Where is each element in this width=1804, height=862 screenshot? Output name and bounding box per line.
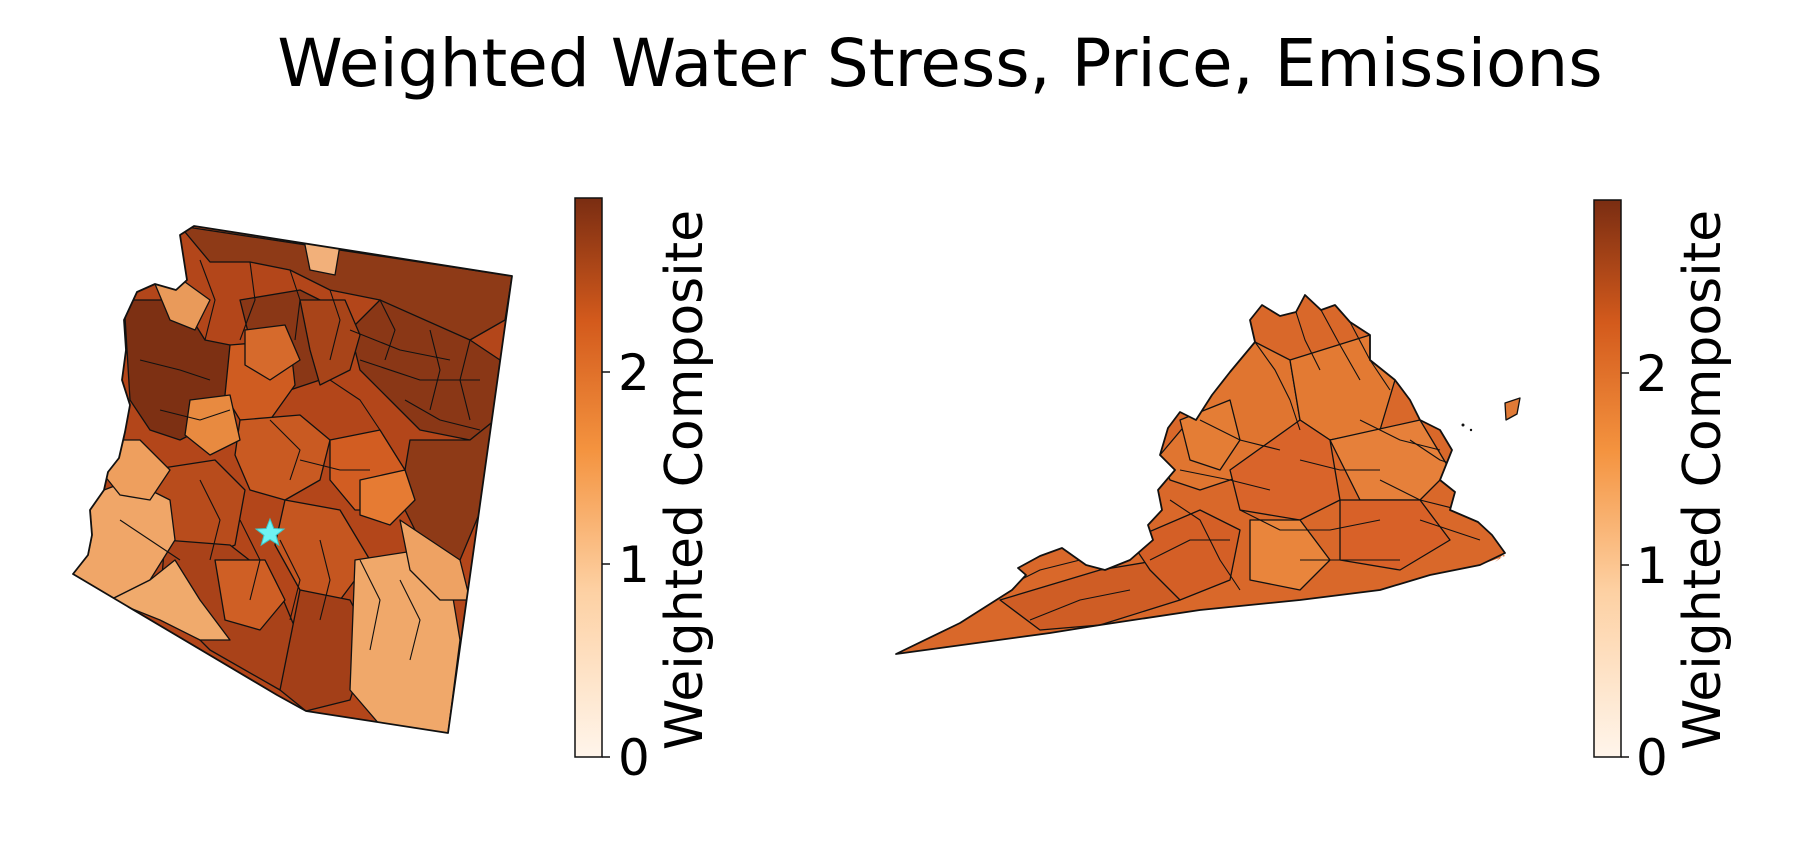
tick-label: 0 — [618, 729, 650, 787]
colorbar-label: Weighted Composite — [655, 210, 715, 750]
watershed — [279, 589, 371, 712]
colorbar-gradient — [574, 197, 603, 758]
state-outline-arizona — [72, 225, 513, 734]
state-outline-virginia — [895, 294, 1506, 655]
eastern-shore — [1504, 397, 1521, 421]
tick-label: 1 — [618, 536, 650, 594]
watershed-boundaries — [119, 259, 481, 661]
colorbar-label: Weighted Composite — [1673, 210, 1733, 750]
colorbar-left: 0 1 2 Weighted Composite — [574, 197, 715, 787]
tick-label: 1 — [1636, 537, 1668, 595]
watershed — [359, 469, 416, 526]
tick-label: 0 — [1636, 729, 1668, 787]
watershed — [1129, 509, 1241, 601]
watershed — [184, 394, 241, 456]
watershed — [299, 299, 361, 386]
tick-label: 2 — [618, 344, 650, 402]
watershed — [214, 559, 286, 631]
star-icon — [254, 517, 286, 547]
watershed — [1329, 419, 1451, 501]
colorbar-ticks-left: 0 1 2 — [602, 344, 650, 787]
colorbar-ticks-right: 0 1 2 — [1621, 345, 1668, 787]
watershed — [244, 324, 301, 381]
watershed — [1249, 519, 1331, 591]
island-dot — [1469, 428, 1473, 432]
tick-label: 2 — [1636, 345, 1668, 403]
watershed — [109, 559, 231, 641]
colorbar-right: 0 1 2 Weighted Composite — [1593, 199, 1733, 787]
watershed — [399, 519, 471, 601]
colorbar-gradient — [1593, 199, 1622, 758]
watershed — [234, 414, 331, 501]
island-dot — [1461, 423, 1465, 427]
figure-title: Weighted Water Stress, Price, Emissions — [277, 25, 1602, 102]
watershed — [1339, 499, 1451, 571]
map-panel-arizona — [72, 225, 513, 734]
map-panel-virginia — [895, 294, 1521, 655]
